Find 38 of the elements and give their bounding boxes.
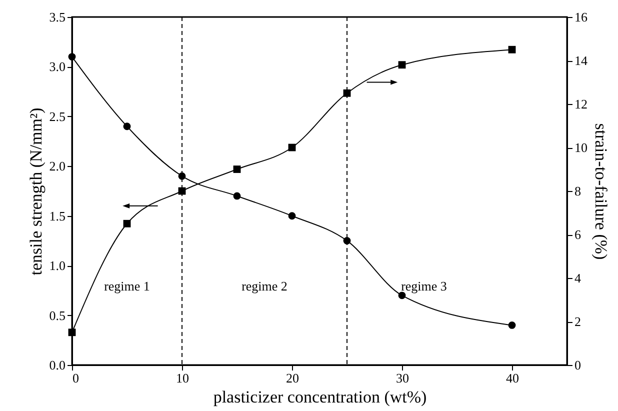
x-axis-title: plasticizer concentration (wt%) (213, 388, 427, 406)
annotation: regime 1 (104, 278, 150, 294)
y2-tick-label: 2 (574, 314, 581, 329)
y2-tick-label: 14 (574, 53, 588, 68)
annotation: regime 3 (401, 278, 447, 294)
point (123, 122, 131, 130)
y-tick-label: 2.0 (49, 158, 66, 174)
x-tick-label: 40 (506, 370, 519, 386)
y2-tick-label: 0 (574, 358, 581, 372)
y-tick-label: 1.5 (49, 208, 66, 224)
annotation: regime 2 (242, 278, 288, 294)
x-tick-label: 20 (286, 370, 299, 386)
point (123, 220, 131, 228)
y-tick-label: 0.5 (49, 308, 66, 323)
y-tick-label: 2.5 (49, 108, 66, 124)
y2-tick-label: 12 (574, 96, 588, 112)
y2-tick-label: 4 (574, 270, 582, 286)
x-tick-label: 30 (396, 370, 409, 386)
point (68, 328, 76, 336)
y2-tick-label: 16 (574, 10, 588, 24)
y2-tick-label: 10 (574, 140, 588, 155)
y-axis-title: tensile strength (N/mm²) (26, 108, 46, 276)
y2-axis-title: strain-to-failure (%) (592, 123, 610, 260)
point (398, 61, 406, 69)
point (233, 166, 241, 173)
point (288, 212, 296, 220)
y2-tick-label: 8 (574, 184, 581, 198)
x-tick-label: 10 (176, 370, 189, 386)
point (68, 53, 76, 60)
y-tick-label: 0.0 (49, 358, 66, 372)
y-tick-label: 3.5 (49, 10, 66, 24)
point (233, 192, 241, 200)
y-tick-label: 1.0 (49, 258, 66, 274)
point (508, 46, 516, 54)
y2-tick-label: 6 (574, 227, 582, 242)
y-tick-label: 3.0 (49, 59, 66, 74)
point (508, 322, 516, 329)
x-tick-label: 0 (72, 370, 79, 386)
